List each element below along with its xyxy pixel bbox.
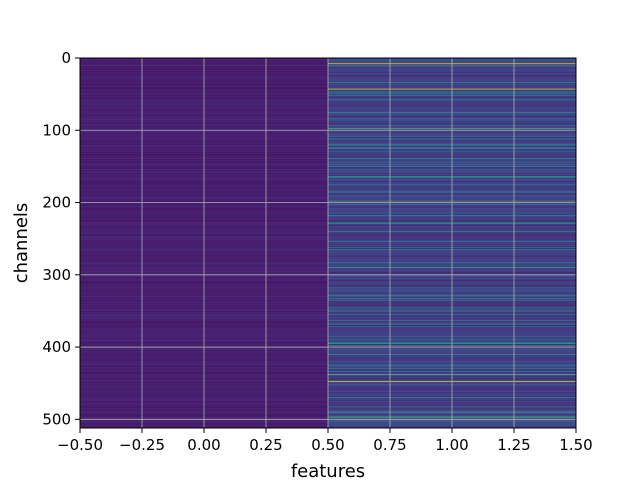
x-axis: −0.50 −0.25 0.00 0.25 0.50 0.75 1.00 1.25 1.50 [57,428,593,454]
y-tick-label: 300 [42,266,71,284]
y-tick-label: 0 [61,49,71,67]
y-tick-label: 200 [42,194,71,212]
x-tick-label: 1.50 [559,436,592,454]
x-axis-label: features [291,461,365,480]
y-tick-label: 500 [42,410,71,428]
x-tick-label: 1.00 [435,436,468,454]
x-tick-label: 0.75 [373,436,406,454]
y-tick-label: 400 [42,338,71,356]
x-tick-label: 0.00 [187,436,220,454]
x-tick-label: 1.25 [497,436,530,454]
y-axis: 0 100 200 300 400 500 [42,49,80,428]
y-tick-label: 100 [42,121,71,139]
x-tick-label: 0.25 [249,436,282,454]
x-tick-label: −0.50 [57,436,103,454]
x-tick-label: 0.50 [311,436,344,454]
y-axis-label: channels [11,203,32,284]
x-tick-label: −0.25 [119,436,165,454]
